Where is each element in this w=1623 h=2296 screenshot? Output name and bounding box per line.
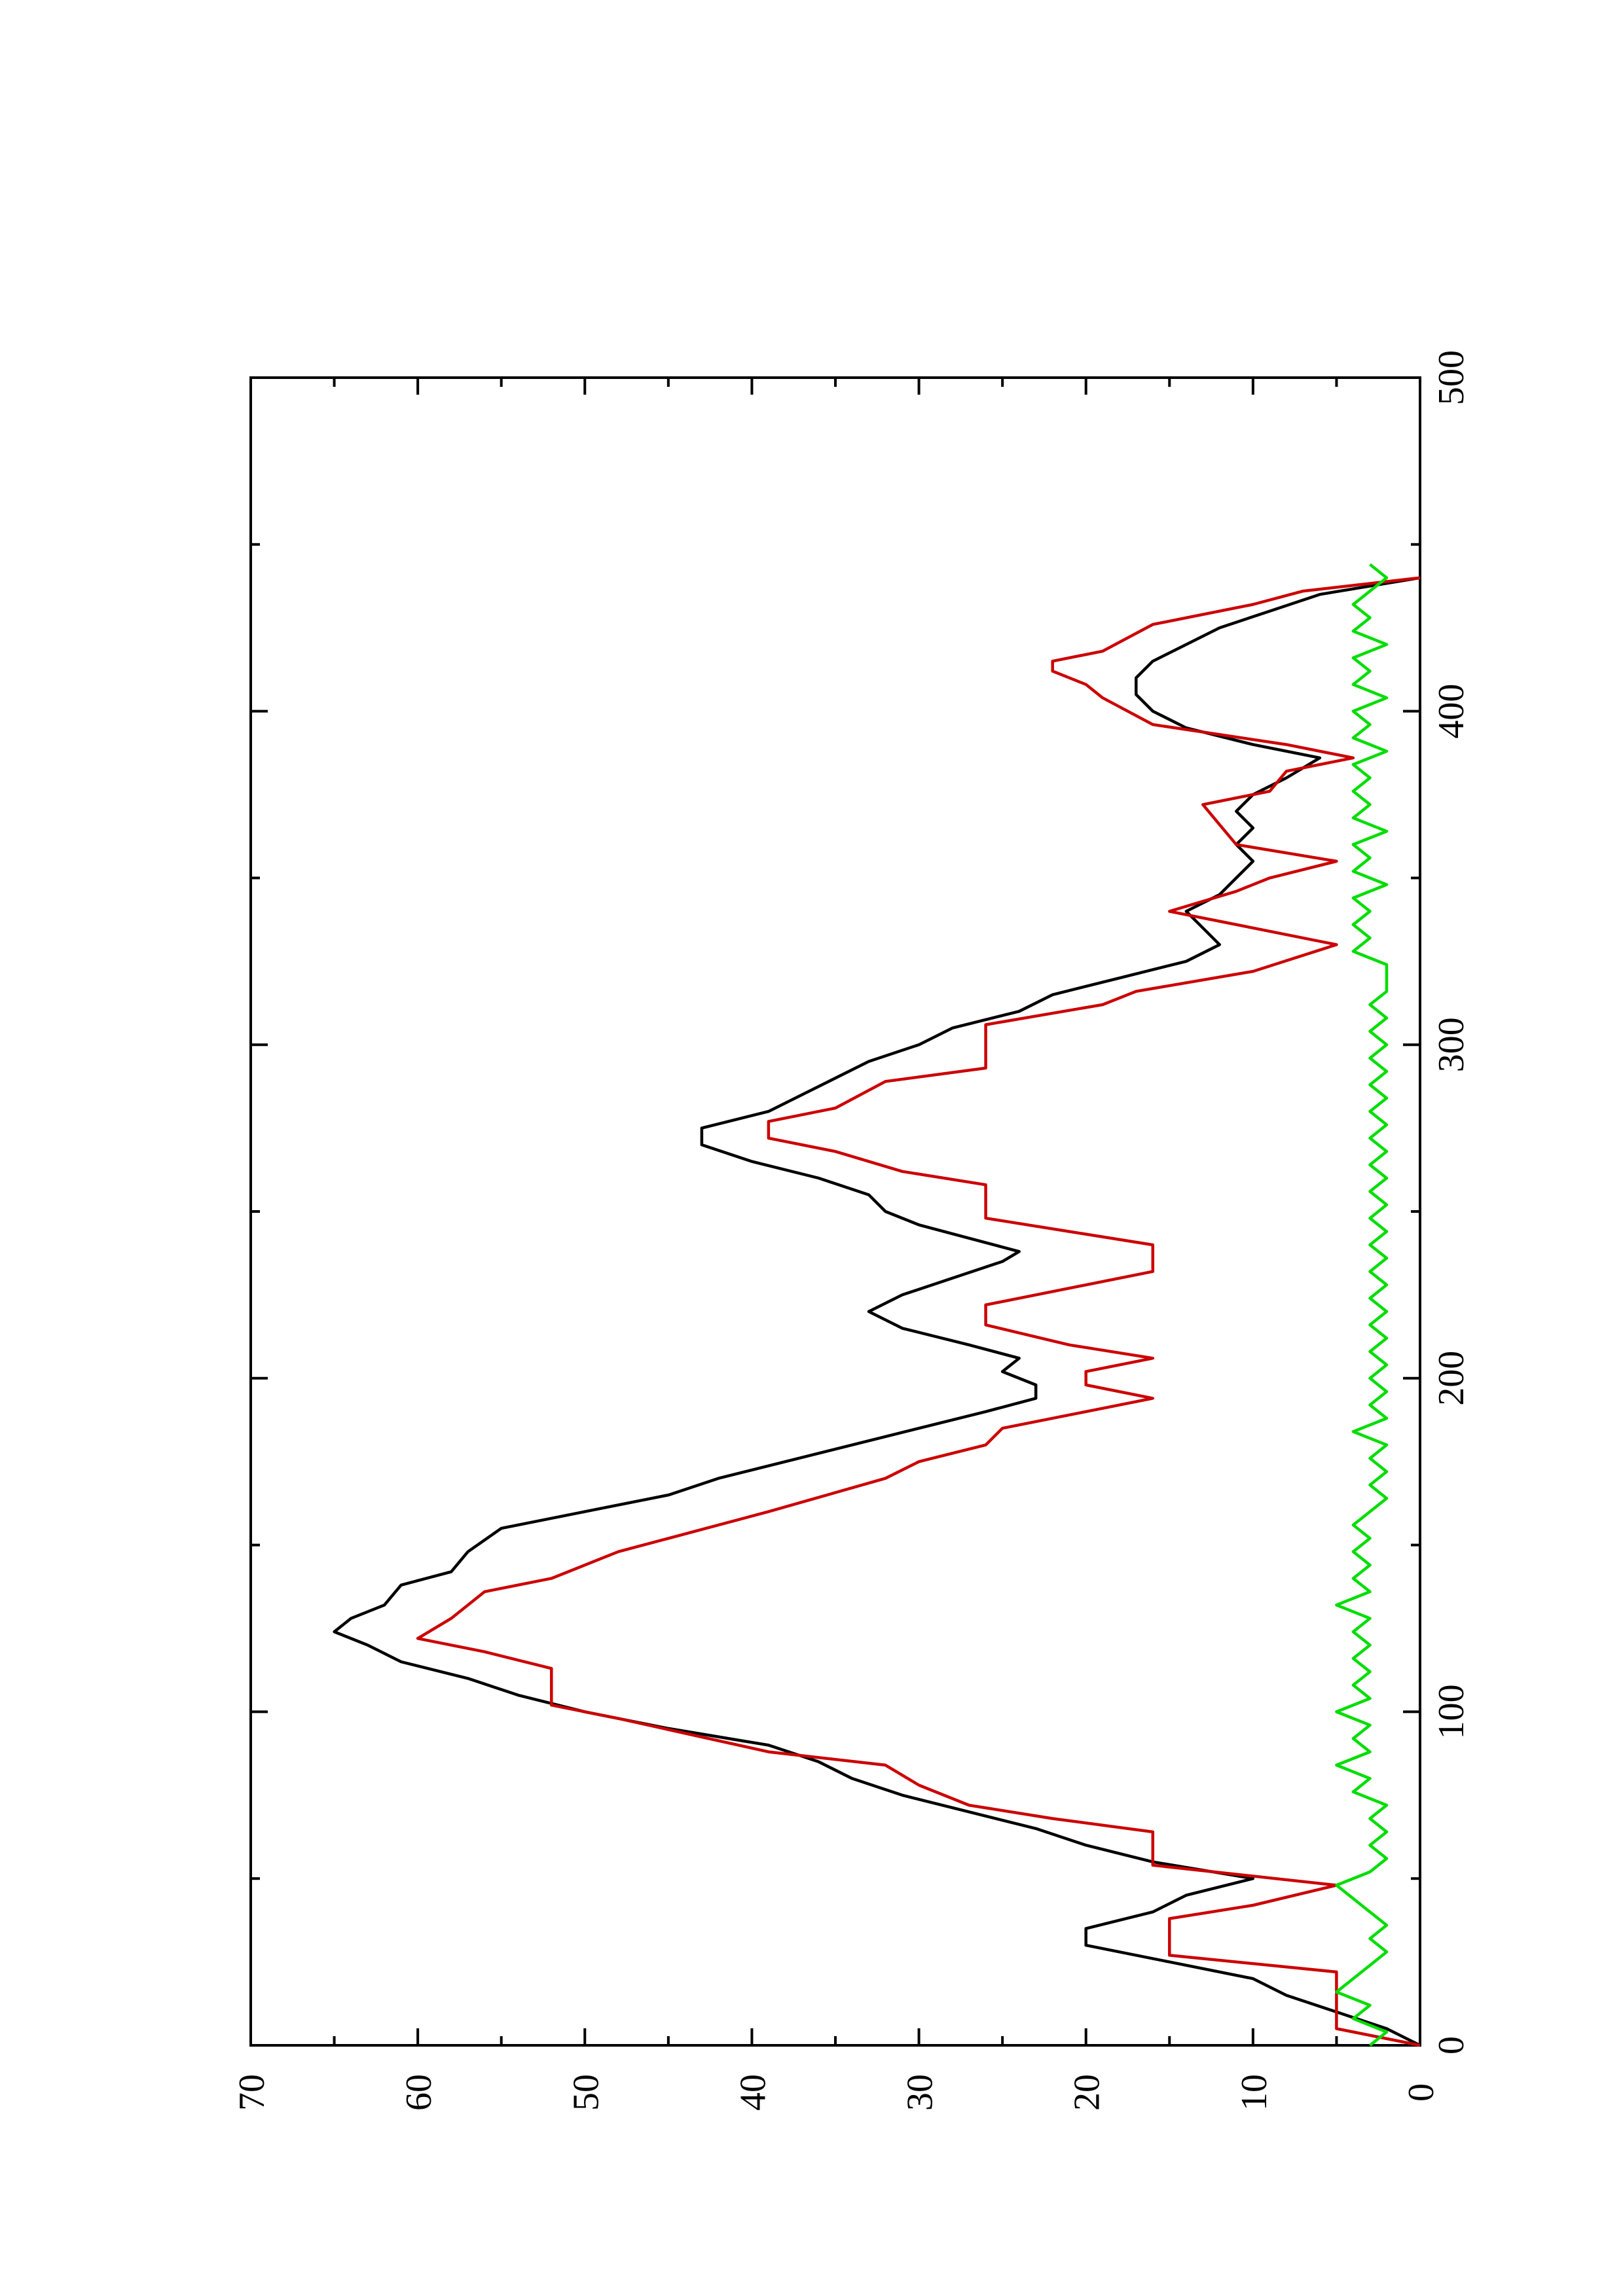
x-tick-label: 300: [1431, 1017, 1472, 1072]
x-tick-label: 100: [1431, 1684, 1472, 1739]
x-tick-labels: 0 100 200 300 400 500: [1431, 350, 1472, 2054]
series-line-3: [1335, 563, 1389, 2047]
x-tick-label: 400: [1431, 684, 1472, 739]
y-tick-labels: 0 10 20 30 40 50 60 70: [232, 2074, 1442, 2111]
x-tick-label: 0: [1431, 2036, 1472, 2054]
axis-ticks: [249, 376, 1421, 2047]
x-tick-label: 500: [1431, 350, 1472, 405]
y-tick-label: 40: [733, 2074, 773, 2111]
x-tick-label: 200: [1431, 1351, 1472, 1406]
y-tick-label: 60: [399, 2074, 439, 2111]
series-line-1: [333, 576, 1421, 2047]
y-tick-label: 10: [1234, 2074, 1275, 2111]
y-tick-label: 20: [1067, 2074, 1108, 2111]
y-tick-label: 70: [232, 2074, 272, 2111]
y-tick-label: 30: [900, 2074, 941, 2111]
plot-frame: [249, 376, 1421, 2047]
y-tick-label: 50: [566, 2074, 606, 2111]
series-layer: [333, 563, 1421, 2047]
series-line-2: [416, 576, 1421, 2047]
y-tick-label: 0: [1401, 2083, 1442, 2102]
